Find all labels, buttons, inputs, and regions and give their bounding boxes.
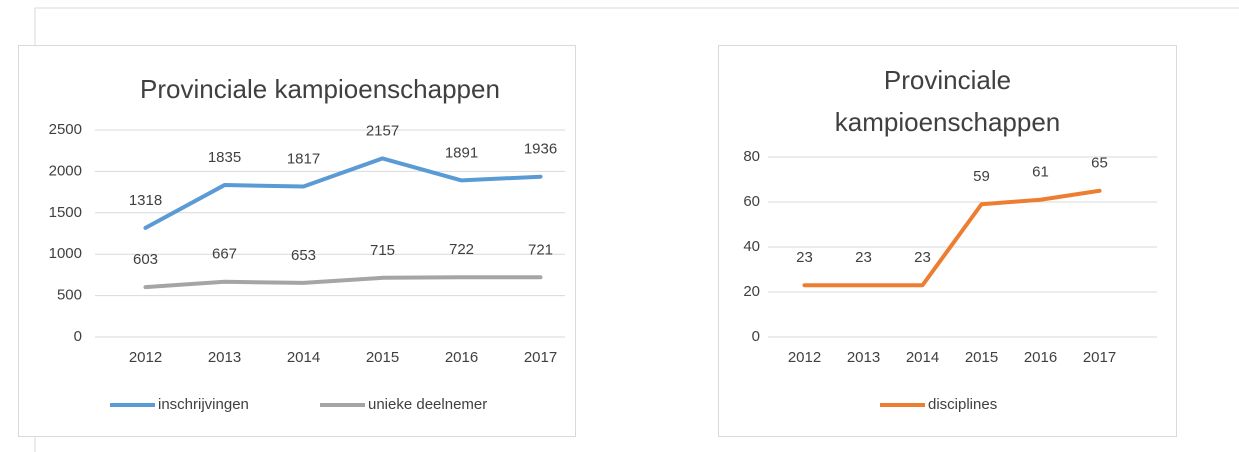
data-label: 59	[973, 168, 990, 185]
data-label: 1835	[208, 149, 241, 166]
chart-box	[18, 45, 576, 437]
y-tick-label: 2000	[49, 162, 82, 179]
y-tick-label: 40	[743, 238, 760, 255]
y-tick-label: 20	[743, 283, 760, 300]
x-tick-label: 2015	[366, 349, 399, 366]
x-tick-label: 2013	[208, 349, 241, 366]
data-label: 2157	[366, 122, 399, 139]
x-tick-label: 2014	[287, 349, 320, 366]
data-label: 1891	[445, 144, 478, 161]
x-tick-label: 2017	[1083, 349, 1116, 366]
data-label: 721	[528, 241, 553, 258]
y-tick-label: 60	[743, 193, 760, 210]
x-tick-label: 2012	[129, 349, 162, 366]
data-label: 722	[449, 241, 474, 258]
data-label: 603	[133, 251, 158, 268]
x-tick-label: 2012	[788, 349, 821, 366]
data-label: 1318	[129, 192, 162, 209]
x-tick-label: 2016	[445, 349, 478, 366]
y-tick-label: 500	[57, 287, 82, 304]
y-tick-label: 1000	[49, 245, 82, 262]
y-tick-label: 80	[743, 148, 760, 165]
data-label: 23	[796, 249, 813, 266]
x-tick-label: 2013	[847, 349, 880, 366]
y-tick-label: 0	[752, 328, 760, 345]
y-tick-label: 1500	[49, 204, 82, 221]
legend-label: unieke deelnemer	[368, 396, 487, 413]
chart-title: Provinciale kampioenschappen	[834, 65, 1061, 137]
line	[143, 156, 543, 230]
y-tick-label: 0	[74, 328, 82, 345]
data-label: 715	[370, 242, 395, 259]
x-tick-label: 2014	[906, 349, 939, 366]
data-label: 667	[212, 246, 237, 263]
y-tick-label: 2500	[49, 121, 82, 138]
data-label: 61	[1032, 164, 1049, 181]
data-label: 23	[914, 249, 931, 266]
line	[143, 275, 543, 290]
x-tick-label: 2016	[1024, 349, 1057, 366]
data-label: 653	[291, 247, 316, 264]
data-label: 1817	[287, 151, 320, 168]
chart-title: Provinciale kampioenschappen	[140, 74, 500, 104]
legend-label: disciplines	[928, 396, 997, 413]
data-label: 23	[855, 249, 872, 266]
legend-label: inschrijvingen	[158, 396, 249, 413]
line	[802, 188, 1102, 288]
data-label: 65	[1091, 155, 1108, 172]
x-tick-label: 2017	[524, 349, 557, 366]
data-label: 1936	[524, 141, 557, 158]
x-tick-label: 2015	[965, 349, 998, 366]
chart-box	[718, 45, 1177, 437]
